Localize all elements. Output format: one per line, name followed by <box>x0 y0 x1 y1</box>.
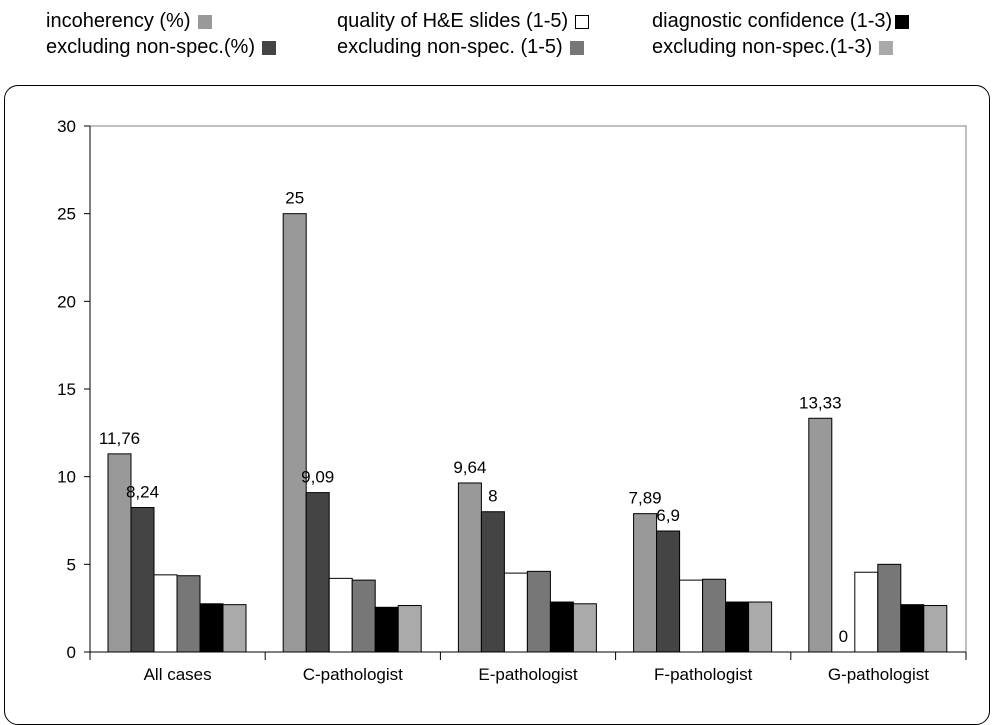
bar <box>725 601 750 653</box>
bar <box>572 603 597 653</box>
bar <box>374 606 399 653</box>
bar <box>900 604 925 653</box>
legend-swatch <box>575 14 590 29</box>
x-tick-label: E-pathologist <box>478 665 578 684</box>
y-tick-label: 30 <box>57 117 76 136</box>
data-label: 25 <box>285 189 304 208</box>
bar <box>808 417 833 653</box>
legend-item-confidence: diagnostic confidence (1-3) <box>652 10 910 33</box>
y-tick-label: 5 <box>67 555 76 574</box>
bar <box>679 579 704 653</box>
legend-item-excl-15: excluding non-spec. (1-5) <box>337 36 584 59</box>
legend-swatch <box>197 14 212 29</box>
legend-label: diagnostic confidence (1-3) <box>652 10 893 32</box>
data-label: 0 <box>839 627 848 646</box>
y-tick-label: 0 <box>67 643 76 662</box>
bar-chart: 0 5 10 15 20 25 30 All cases C-pathologist E-path… <box>57 117 967 684</box>
legend-swatch <box>569 40 584 55</box>
bar <box>153 574 178 653</box>
legend-label: incoherency (%) <box>46 10 191 32</box>
bar <box>351 579 376 653</box>
bar <box>282 213 307 653</box>
data-label: 6,9 <box>656 506 680 525</box>
bar <box>748 601 773 653</box>
bar <box>328 577 353 653</box>
data-label: 8 <box>488 487 497 506</box>
legend-item-excl-pct: excluding non-spec.(%) <box>46 36 276 59</box>
bar <box>877 563 902 653</box>
x-tick-label: F-pathologist <box>654 665 753 684</box>
bar <box>702 578 727 653</box>
x-tick-label: C-pathologist <box>303 665 403 684</box>
legend-item-incoherency: incoherency (%) <box>46 10 212 33</box>
bar <box>923 605 948 653</box>
bar <box>480 511 505 653</box>
legend-label: excluding non-spec.(1-3) <box>652 36 873 58</box>
legend-item-quality: quality of H&E slides (1-5) <box>337 10 590 33</box>
data-label: 11,76 <box>99 429 140 448</box>
data-label: 8,24 <box>126 483 159 502</box>
bar <box>130 507 155 653</box>
bar <box>176 575 201 653</box>
legend-label: quality of H&E slides (1-5) <box>337 10 569 32</box>
y-tick-label: 25 <box>57 205 76 224</box>
bar <box>457 482 482 653</box>
legend-label: excluding non-spec.(%) <box>46 36 255 58</box>
data-label: 9,09 <box>301 468 334 487</box>
y-tick-label: 15 <box>57 380 76 399</box>
bar <box>854 571 879 653</box>
x-tick-label: G-pathologist <box>828 665 929 684</box>
bar <box>222 604 247 653</box>
bar <box>305 492 330 653</box>
data-label: 7,89 <box>629 489 662 508</box>
bar <box>656 530 681 653</box>
data-label: 9,64 <box>453 458 486 477</box>
y-tick-label: 10 <box>57 468 76 487</box>
legend-swatch <box>895 14 910 29</box>
bar <box>526 570 551 653</box>
legend-swatch <box>262 40 276 55</box>
legend-label: excluding non-spec. (1-5) <box>337 36 563 58</box>
legend-swatch <box>879 40 894 55</box>
legend-item-excl-13: excluding non-spec.(1-3) <box>652 36 894 59</box>
bar <box>633 513 658 653</box>
bar <box>549 601 574 653</box>
x-tick-label: All cases <box>144 665 212 684</box>
y-tick-label: 20 <box>57 292 76 311</box>
data-label: 13,33 <box>799 393 842 412</box>
bar <box>199 603 224 653</box>
bar <box>397 605 422 653</box>
bar <box>503 572 528 653</box>
